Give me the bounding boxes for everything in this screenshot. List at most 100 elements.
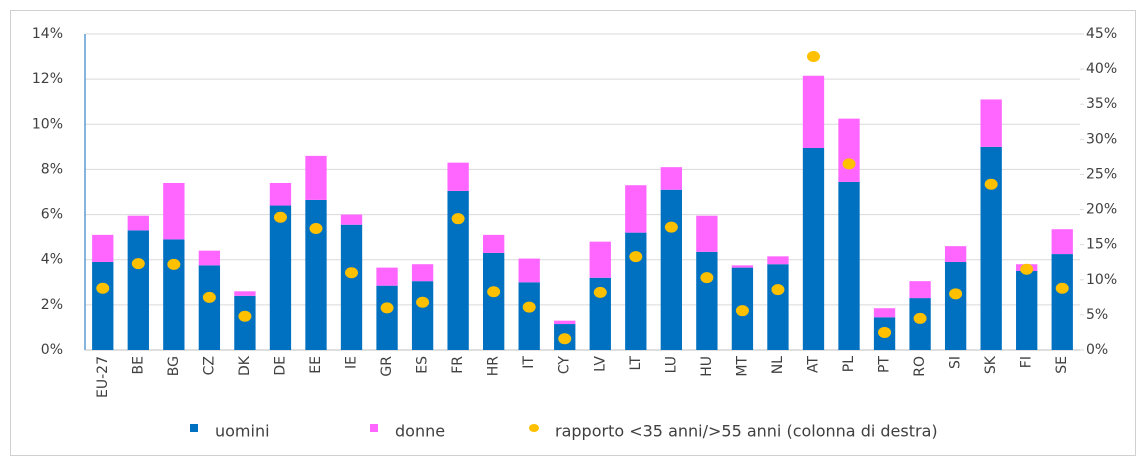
dot [735, 305, 749, 317]
y2-tick-label: 45% [1086, 26, 1117, 42]
bar-segment [625, 185, 647, 233]
dot [629, 251, 643, 263]
legend-marker [529, 424, 539, 432]
x-tick-label: IT [521, 356, 537, 369]
y-tick-label: 10% [32, 116, 63, 132]
x-tick-label: SK [983, 355, 999, 374]
dot [806, 50, 820, 62]
bar-segment [92, 261, 114, 350]
bar-segment [944, 246, 967, 262]
legend-label: rapporto <35 anni/>55 anni (colonna di d… [555, 422, 938, 441]
dot [96, 282, 110, 294]
dot [1020, 263, 1034, 275]
bar-segment [198, 265, 221, 350]
bar-segment [1051, 229, 1073, 255]
y2-tick-label: 40% [1086, 61, 1117, 77]
x-tick-label: DE [272, 356, 288, 376]
dot [380, 302, 394, 314]
dot [700, 272, 714, 284]
y2-tick-label: 10% [1086, 272, 1117, 288]
x-tick-label: BG [166, 356, 182, 376]
y-tick-label: 4% [41, 252, 63, 268]
bar-segment [269, 182, 292, 206]
x-tick-label: ES [415, 356, 431, 374]
bar-segment [1051, 254, 1073, 350]
bar-segment [980, 146, 1002, 350]
dot [1055, 282, 1069, 294]
bar-segment [269, 205, 292, 350]
dot [273, 211, 287, 223]
x-tick-label: EE [308, 356, 324, 374]
x-tick-label: AT [805, 356, 821, 373]
bar-segment [340, 214, 363, 225]
y2-tick-label: 5% [1086, 307, 1108, 323]
x-tick-label: PT [877, 356, 893, 373]
x-tick-label: EU-27 [95, 356, 111, 398]
bar-segment [198, 250, 221, 266]
bar-segment [838, 181, 860, 350]
dot [522, 301, 536, 313]
dot [949, 288, 963, 300]
x-tick-label: RO [912, 356, 928, 377]
x-tick-label: MT [734, 356, 750, 377]
x-tick-label: LV [592, 356, 608, 372]
bar-segment [447, 162, 469, 191]
bar-segment [483, 234, 505, 253]
x-tick-label: GR [379, 356, 395, 377]
y2-tick-label: 0% [1086, 342, 1108, 358]
bar-segment [660, 189, 682, 350]
y-tick-label: 2% [41, 297, 63, 313]
dot [309, 223, 323, 235]
x-tick-label: LU [663, 356, 679, 373]
bar-segment [660, 167, 682, 190]
dot [558, 333, 572, 345]
dot [771, 284, 785, 296]
bar-segment [696, 215, 718, 252]
x-tick-label: SE [1054, 356, 1070, 374]
dot [664, 221, 678, 233]
bar-segment [589, 277, 611, 350]
x-tick-label: SI [948, 356, 964, 369]
legend-label: uomini [215, 422, 270, 441]
x-tick-label: DK [237, 355, 253, 376]
y-tick-label: 12% [32, 71, 63, 87]
x-tick-label: NL [770, 356, 786, 374]
dot [451, 213, 465, 225]
bar-segment [411, 281, 434, 350]
dot [593, 286, 607, 298]
bar-segment [483, 252, 505, 350]
dot [487, 286, 501, 298]
bar-segment [873, 308, 896, 318]
bar-segment [376, 267, 398, 286]
bar-segment [696, 251, 718, 350]
bar-segment [518, 282, 540, 350]
bar-segment [802, 75, 825, 148]
x-tick-label: PL [841, 356, 857, 372]
legend-marker [370, 424, 378, 432]
dot [913, 312, 927, 324]
dot [878, 326, 892, 338]
y2-tick-label: 35% [1086, 96, 1117, 112]
bar-segment [554, 320, 576, 325]
y2-tick-label: 30% [1086, 131, 1117, 147]
x-tick-label: HR [486, 356, 502, 377]
x-tick-label: CZ [201, 356, 217, 375]
y-tick-label: 8% [41, 161, 63, 177]
bar-segment [127, 230, 149, 350]
x-tick-label: BE [130, 356, 146, 374]
bar-segment [909, 281, 931, 299]
bar-segment [589, 241, 611, 278]
y2-tick-label: 15% [1086, 237, 1117, 253]
dot [842, 158, 856, 170]
bar-segment [980, 99, 1002, 147]
x-tick-label: FI [1019, 356, 1035, 368]
x-tick-label: LT [628, 356, 644, 371]
bar-segment [92, 234, 114, 262]
bar-segment [909, 298, 931, 350]
bar-segment [518, 258, 540, 283]
bar-segment [234, 291, 256, 296]
bar-segment [767, 264, 789, 350]
bar-segment [1016, 271, 1038, 350]
